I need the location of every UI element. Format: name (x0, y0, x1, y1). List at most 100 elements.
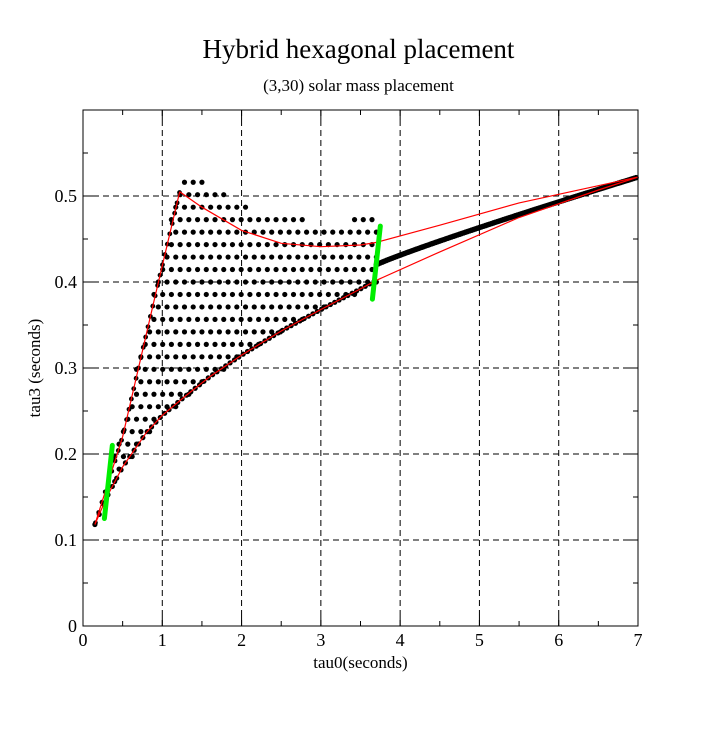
x-tick-label: 4 (396, 630, 405, 650)
template-point (247, 291, 253, 298)
template-point (177, 366, 183, 372)
template-point (225, 329, 231, 335)
template-point (242, 254, 249, 260)
template-point (286, 279, 292, 285)
template-point (181, 179, 188, 185)
template-point (238, 291, 244, 298)
x-tick-label: 3 (316, 630, 325, 650)
template-point (229, 341, 236, 347)
template-point (303, 254, 310, 260)
template-point (190, 279, 196, 285)
template-point (177, 316, 183, 323)
template-point (199, 179, 205, 185)
template-point (251, 329, 257, 335)
template-point (356, 279, 362, 285)
template-point (190, 304, 196, 310)
template-point (295, 304, 301, 310)
template-point (125, 441, 131, 447)
template-point (186, 192, 192, 198)
template-point (312, 229, 318, 235)
template-point (199, 354, 205, 360)
template-point (260, 304, 266, 310)
template-point (181, 229, 188, 235)
template-point (234, 329, 240, 335)
template-point (160, 291, 166, 298)
template-point (190, 179, 196, 185)
template-point (203, 316, 209, 323)
template-point (273, 291, 279, 298)
template-point (242, 279, 249, 285)
template-point (360, 266, 366, 273)
template-point (190, 229, 196, 235)
template-point (155, 379, 161, 385)
template-point (325, 291, 331, 298)
template-point (260, 279, 266, 285)
template-point (216, 304, 222, 310)
template-point (186, 366, 192, 372)
template-point (155, 404, 161, 410)
x-tick-label: 2 (237, 630, 246, 650)
template-point (282, 241, 288, 248)
template-point (303, 229, 310, 235)
template-point (238, 241, 244, 248)
template-point (168, 366, 175, 372)
x-axis-title: tau0(seconds) (313, 653, 407, 672)
template-point (299, 266, 305, 273)
template-point (147, 404, 153, 410)
template-point (330, 254, 336, 260)
template-point (260, 254, 266, 260)
template-point (360, 217, 366, 223)
template-point (303, 279, 310, 285)
template-point (208, 354, 214, 360)
y-tick-label: 0 (68, 616, 77, 636)
template-point (277, 304, 284, 310)
template-point (208, 204, 214, 210)
template-point (321, 229, 327, 235)
template-point (282, 316, 288, 323)
template-point (321, 279, 327, 285)
template-point (251, 304, 257, 310)
template-point (356, 254, 362, 260)
template-point (190, 379, 196, 385)
x-tick-label: 1 (158, 630, 167, 650)
template-point (186, 291, 192, 298)
template-point (225, 279, 231, 285)
template-point (194, 291, 201, 298)
template-point (138, 429, 144, 435)
template-point (212, 291, 218, 298)
y-tick-label: 0.2 (55, 444, 78, 464)
template-point (225, 254, 231, 260)
template-point (338, 229, 345, 235)
template-point (160, 391, 166, 397)
template-point (273, 266, 279, 273)
template-point (356, 229, 362, 235)
template-point (186, 266, 192, 273)
template-point (129, 429, 135, 435)
template-point (186, 316, 192, 323)
template-point (194, 366, 201, 372)
template-point (181, 379, 188, 385)
template-point (190, 254, 196, 260)
template-point (203, 366, 209, 372)
template-point (229, 241, 236, 248)
template-point (290, 217, 297, 223)
template-point (177, 241, 183, 248)
template-point (181, 354, 188, 360)
template-point (155, 354, 161, 360)
chart-title: Hybrid hexagonal placement (202, 34, 515, 64)
template-point (164, 354, 170, 360)
template-point (256, 266, 262, 273)
template-point (194, 341, 201, 347)
template-point (168, 341, 175, 347)
template-point (194, 266, 201, 273)
template-point (208, 229, 214, 235)
template-point (277, 229, 284, 235)
template-point (164, 304, 170, 310)
template-point (221, 291, 227, 298)
template-point (264, 266, 270, 273)
upper-boundary-curve (179, 176, 639, 248)
template-point (173, 254, 179, 260)
template-point (295, 279, 301, 285)
template-point (190, 204, 196, 210)
template-point (221, 341, 227, 347)
